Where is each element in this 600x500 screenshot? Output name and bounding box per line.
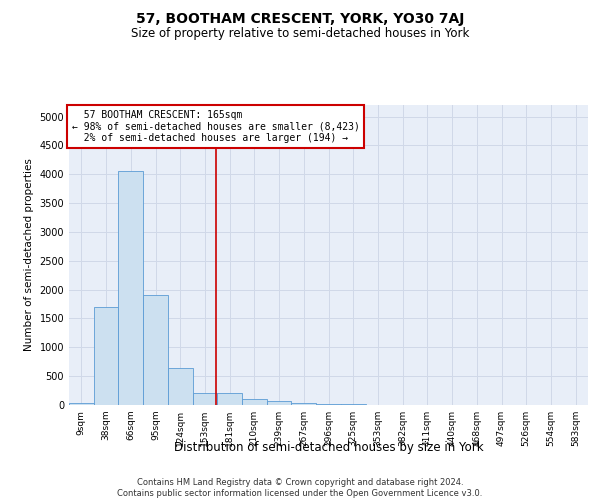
Bar [69,404,94,405]
Bar [193,394,217,405]
Text: 57, BOOTHAM CRESCENT, YORK, YO30 7AJ: 57, BOOTHAM CRESCENT, YORK, YO30 7AJ [136,12,464,26]
Bar [292,402,316,405]
Y-axis label: Number of semi-detached properties: Number of semi-detached properties [24,158,34,352]
Bar [168,368,193,405]
Bar [217,394,242,405]
Bar [94,307,118,405]
Bar [316,404,341,405]
Bar [118,172,143,405]
Text: Size of property relative to semi-detached houses in York: Size of property relative to semi-detach… [131,28,469,40]
Bar [143,296,168,405]
Text: Contains HM Land Registry data © Crown copyright and database right 2024.
Contai: Contains HM Land Registry data © Crown c… [118,478,482,498]
Bar [341,404,365,405]
Bar [242,399,267,405]
Text: Distribution of semi-detached houses by size in York: Distribution of semi-detached houses by … [174,441,484,454]
Bar [267,400,292,405]
Text: 57 BOOTHAM CRESCENT: 165sqm
← 98% of semi-detached houses are smaller (8,423)
  : 57 BOOTHAM CRESCENT: 165sqm ← 98% of sem… [71,110,359,142]
